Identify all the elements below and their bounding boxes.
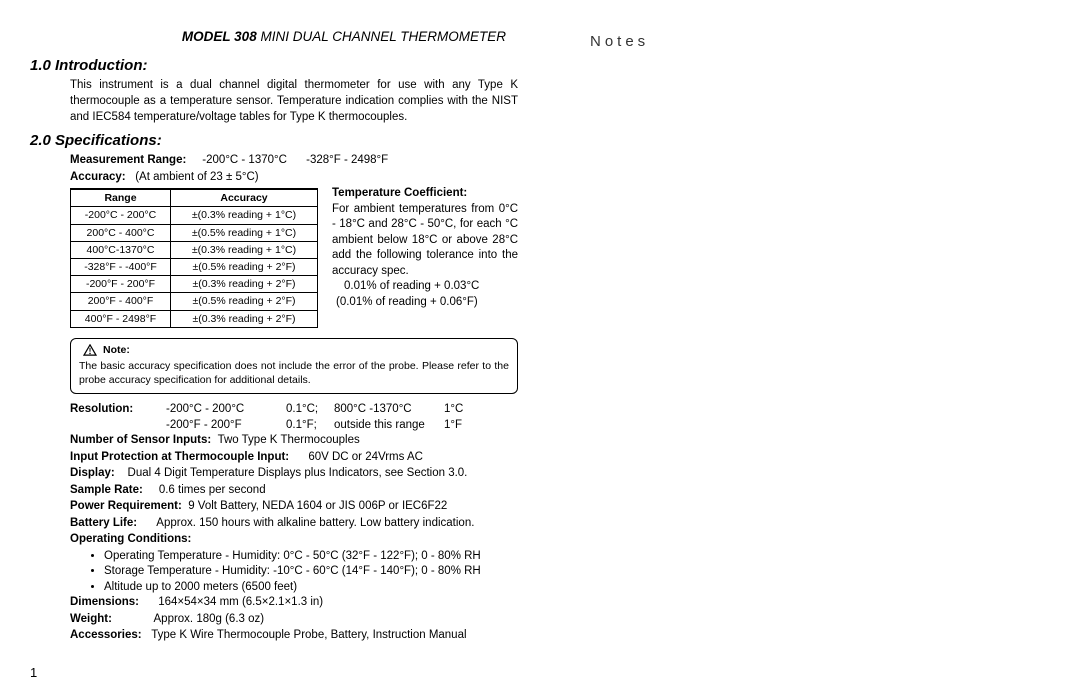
page-header: MODEL 308 MINI DUAL CHANNEL THERMOMETER <box>30 28 530 46</box>
table-row: -200°F - 200°F±(0.3% reading + 2°F) <box>71 276 318 293</box>
list-item: Altitude up to 2000 meters (6500 feet) <box>104 580 518 596</box>
disp-val: Dual 4 Digit Temperature Displays plus I… <box>128 467 468 479</box>
note-label: Note: <box>103 343 130 357</box>
th-accuracy: Accuracy <box>171 189 318 207</box>
th-range: Range <box>71 189 171 207</box>
meas-range-f: -328°F - 2498°F <box>306 154 388 166</box>
list-item: Storage Temperature - Humidity: -10°C - … <box>104 564 518 580</box>
table-row: -200°C - 200°C±(0.3% reading + 1°C) <box>71 207 318 224</box>
sr-val: 0.6 times per second <box>159 484 266 496</box>
page-number: 1 <box>30 664 37 682</box>
left-page: MODEL 308 MINI DUAL CHANNEL THERMOMETER … <box>30 28 530 678</box>
note-text: The basic accuracy specification does no… <box>79 359 509 387</box>
disp-label: Display: <box>70 467 115 479</box>
model-name: MINI DUAL CHANNEL THERMOMETER <box>257 29 506 44</box>
intro-paragraph: This instrument is a dual channel digita… <box>30 78 530 125</box>
dim-label: Dimensions: <box>70 596 139 608</box>
table-row: 200°F - 400°F±(0.5% reading + 2°F) <box>71 293 318 310</box>
section-1-title: 1.0 Introduction: <box>30 56 530 76</box>
table-row: 400°C-1370°C±(0.3% reading + 1°C) <box>71 241 318 258</box>
wt-val: Approx. 180g (6.3 oz) <box>154 613 265 625</box>
temp-coeff-label: Temperature Coefficient: <box>332 186 518 202</box>
notes-title: Notes <box>590 32 1030 52</box>
meas-range-label: Measurement Range: <box>70 154 186 166</box>
bl-label: Battery Life: <box>70 517 137 529</box>
right-page: Notes <box>530 28 1030 678</box>
section-2-title: 2.0 Specifications: <box>30 131 530 151</box>
accs-val: Type K Wire Thermocouple Probe, Battery,… <box>151 629 466 641</box>
wt-label: Weight: <box>70 613 112 625</box>
oc-label: Operating Conditions: <box>70 533 191 545</box>
spec-body: Measurement Range: -200°C - 1370°C -328°… <box>30 153 530 644</box>
model-number: MODEL 308 <box>182 29 257 44</box>
accuracy-table: Range Accuracy -200°C - 200°C±(0.3% read… <box>70 188 318 327</box>
note-box: Note: The basic accuracy specification d… <box>70 338 518 395</box>
table-row: 400°F - 2498°F±(0.3% reading + 2°F) <box>71 310 318 327</box>
table-row: -328°F - -400°F±(0.5% reading + 2°F) <box>71 258 318 275</box>
accs-label: Accessories: <box>70 629 142 641</box>
bl-val: Approx. 150 hours with alkaline battery.… <box>156 517 474 529</box>
meas-range-c: -200°C - 1370°C <box>202 154 287 166</box>
resolution-label: Resolution: <box>70 402 166 418</box>
temp-coeff-text: For ambient temperatures from 0°C - 18°C… <box>332 202 518 280</box>
dim-val: 164×54×34 mm (6.5×2.1×1.3 in) <box>158 596 323 608</box>
warning-icon <box>83 344 97 356</box>
accuracy-label: Accuracy: <box>70 171 126 183</box>
pr-label: Power Requirement: <box>70 500 182 512</box>
temp-coeff-line1: 0.01% of reading + 0.03°C <box>332 279 518 295</box>
table-row: 200°C - 400°C±(0.5% reading + 1°C) <box>71 224 318 241</box>
operating-conditions-list: Operating Temperature - Humidity: 0°C - … <box>104 549 518 596</box>
list-item: Operating Temperature - Humidity: 0°C - … <box>104 549 518 565</box>
pr-val: 9 Volt Battery, NEDA 1604 or JIS 006P or… <box>188 500 447 512</box>
temp-coeff-line2: (0.01% of reading + 0.06°F) <box>332 295 518 311</box>
nsi-label: Number of Sensor Inputs: <box>70 434 211 446</box>
nsi-val: Two Type K Thermocouples <box>218 434 360 446</box>
ip-val: 60V DC or 24Vrms AC <box>308 451 423 463</box>
accuracy-cond: (At ambient of 23 ± 5°C) <box>135 171 258 183</box>
ip-label: Input Protection at Thermocouple Input: <box>70 451 289 463</box>
sr-label: Sample Rate: <box>70 484 143 496</box>
